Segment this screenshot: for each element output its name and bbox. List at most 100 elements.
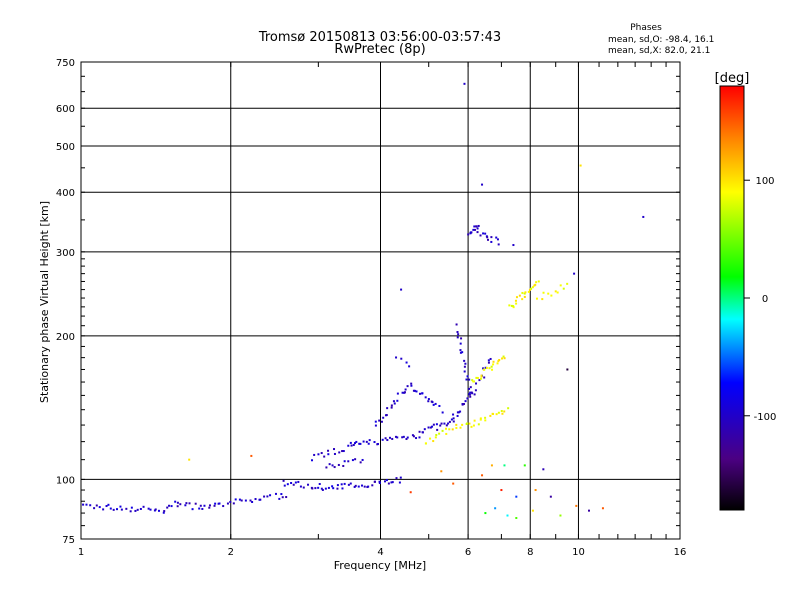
o-trace-point	[459, 351, 462, 354]
o-trace-point	[464, 362, 467, 365]
o-trace-point	[184, 504, 187, 507]
x-trace-point	[470, 425, 473, 428]
o-trace-point	[465, 378, 468, 381]
o-trace-point	[487, 359, 490, 362]
o-trace-point	[399, 476, 402, 479]
o-trace-point	[434, 402, 437, 405]
o-trace-point	[336, 484, 339, 487]
isolated-point	[559, 514, 562, 517]
o-trace-point	[394, 435, 397, 438]
o-trace-point	[457, 333, 460, 336]
o-trace-point	[98, 506, 101, 509]
x-tick-label: 16	[674, 547, 687, 558]
o-trace-point	[405, 438, 408, 441]
x-trace-point	[515, 296, 518, 299]
o-trace-point	[431, 401, 434, 404]
o-trace-point	[393, 402, 396, 405]
o-trace-point	[353, 485, 356, 488]
chart-subtitle: RwPretec (8p)	[334, 42, 425, 57]
x-trace-point	[432, 440, 435, 443]
y-tick-label: 200	[56, 332, 75, 343]
o-trace-point	[278, 497, 281, 500]
o-trace-point	[139, 507, 142, 510]
o-trace-point	[436, 428, 439, 431]
o-trace-point	[484, 366, 487, 369]
o-trace-point	[290, 482, 293, 485]
o-trace-point	[443, 422, 446, 425]
o-trace-point	[82, 503, 85, 506]
o-trace-point	[361, 458, 364, 461]
o-trace-point	[222, 505, 225, 508]
o-trace-point	[396, 392, 399, 395]
o-trace-point	[490, 236, 493, 239]
o-trace-point	[427, 398, 430, 401]
y-tick-label: 750	[56, 58, 75, 69]
o-trace-point	[395, 356, 398, 359]
x-trace-point	[501, 412, 504, 415]
x-trace-point	[542, 291, 545, 294]
o-trace-point	[354, 484, 357, 487]
o-trace-point	[232, 502, 235, 505]
o-trace-point	[163, 510, 166, 513]
o-trace-point	[408, 365, 411, 368]
o-trace-point	[340, 483, 343, 486]
x-trace-point	[475, 376, 478, 379]
o-trace-point	[483, 376, 486, 379]
o-trace-point	[238, 498, 241, 501]
x-trace-point	[424, 442, 427, 445]
o-trace-point	[350, 444, 353, 447]
o-trace-point	[229, 500, 232, 503]
o-trace-point	[341, 487, 344, 490]
x-trace-point	[484, 419, 487, 422]
o-trace-point	[452, 420, 455, 423]
o-trace-point	[473, 393, 476, 396]
x-trace-point	[476, 376, 479, 379]
x-trace-point	[541, 298, 544, 301]
o-trace-point	[357, 485, 360, 488]
o-trace-point	[385, 414, 388, 417]
x-trace-point	[566, 282, 569, 285]
x-trace-point	[496, 362, 499, 365]
o-trace-point	[474, 389, 477, 392]
o-trace-point	[423, 428, 426, 431]
o-trace-point	[327, 453, 330, 456]
o-trace-point	[282, 479, 285, 482]
o-trace-point	[174, 500, 177, 503]
isolated-point	[573, 272, 576, 275]
o-trace-point	[459, 410, 462, 413]
o-trace-point	[469, 395, 472, 398]
o-trace-point	[351, 459, 354, 462]
phases-x-line: mean, sd,X: 82.0, 21.1	[608, 46, 710, 56]
o-trace-point	[157, 509, 160, 512]
o-trace-point	[427, 400, 430, 403]
o-trace-point	[185, 502, 188, 505]
x-trace-point	[435, 433, 438, 436]
o-trace-point	[469, 231, 472, 234]
x-trace-point	[434, 436, 437, 439]
o-trace-point	[188, 502, 191, 505]
o-trace-point	[367, 485, 370, 488]
x-tick-label: 4	[377, 547, 383, 558]
o-trace-point	[179, 503, 182, 506]
o-trace-point	[387, 482, 390, 485]
o-trace-point	[353, 442, 356, 445]
o-trace-point	[424, 396, 427, 399]
isolated-point	[500, 489, 503, 492]
o-trace-point	[384, 480, 387, 483]
o-trace-point	[269, 494, 272, 497]
x-trace-point	[459, 426, 462, 429]
o-trace-point	[405, 361, 408, 364]
o-trace-point	[325, 466, 328, 469]
o-trace-point	[292, 483, 295, 486]
x-trace-point	[521, 298, 524, 301]
o-trace-point	[450, 418, 453, 421]
o-trace-point	[467, 233, 470, 236]
o-trace-point	[285, 496, 288, 499]
o-trace-point	[402, 435, 405, 438]
o-trace-point	[266, 495, 269, 498]
chart-title: Tromsø 20150813 03:56:00-03:57:43	[258, 30, 501, 45]
o-trace-point	[448, 420, 451, 423]
isolated-point	[463, 82, 466, 85]
o-trace-point	[85, 503, 88, 506]
